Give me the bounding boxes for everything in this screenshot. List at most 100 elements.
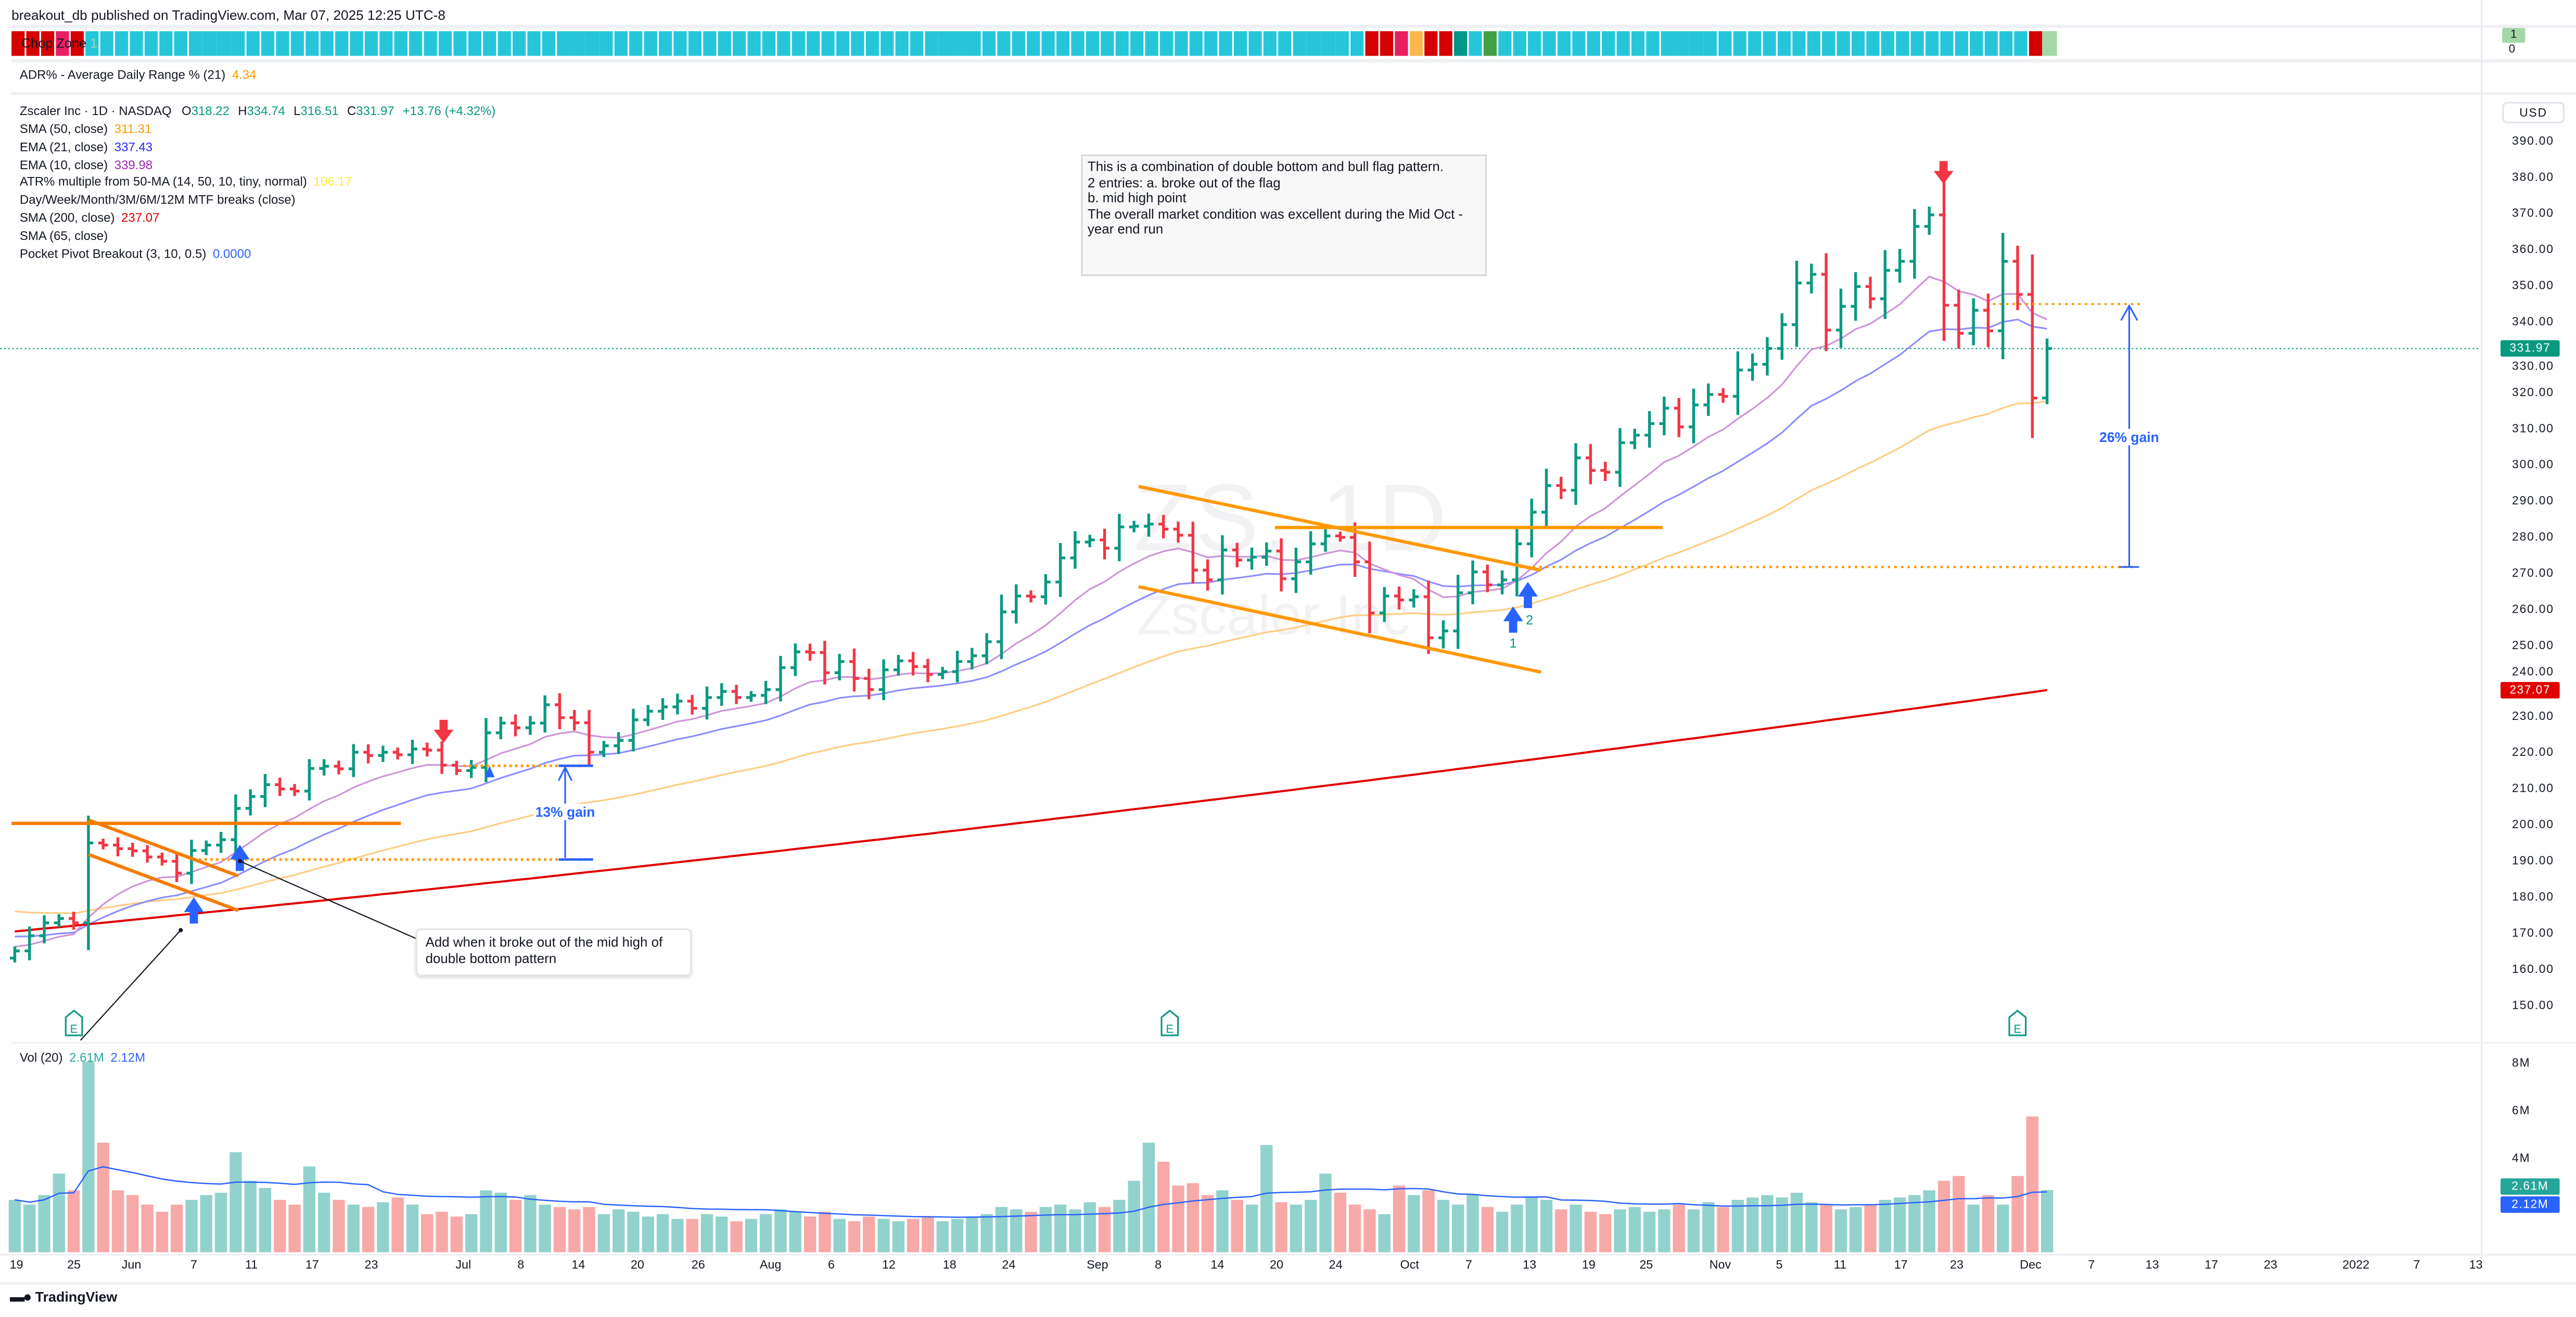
indicator-legend-item[interactable]: EMA (21, close) 337.43 [20, 140, 152, 154]
ohlc-bar[interactable] [113, 837, 123, 857]
ohlc-bar[interactable] [1895, 249, 1905, 283]
ohlc-bar[interactable] [540, 695, 550, 733]
indicator-legend-item[interactable]: SMA (200, close) 237.07 [20, 210, 160, 225]
ohlc-bar[interactable] [1203, 559, 1213, 591]
ohlc-bar[interactable] [1423, 580, 1434, 654]
ohlc-bar[interactable] [731, 685, 742, 704]
ohlc-bar[interactable] [1954, 289, 1964, 349]
ohlc-bar[interactable] [1615, 428, 1625, 487]
ohlc-bar[interactable] [658, 698, 668, 720]
ohlc-bar[interactable] [1806, 263, 1817, 294]
ohlc-bar[interactable] [319, 759, 329, 776]
ohlc-bar[interactable] [1217, 535, 1228, 595]
ohlc-bar[interactable] [1188, 522, 1198, 584]
ohlc-bar[interactable] [1291, 548, 1301, 593]
ohlc-bar[interactable] [1512, 527, 1522, 597]
ohlc-bar[interactable] [422, 742, 432, 757]
ohlc-bar[interactable] [24, 926, 35, 960]
ohlc-bar[interactable] [1497, 570, 1508, 594]
ohlc-bar[interactable] [923, 658, 933, 682]
ohlc-bar[interactable] [1055, 543, 1066, 597]
ohlc-bar[interactable] [790, 643, 800, 676]
ohlc-bar[interactable] [1851, 272, 1861, 321]
ohlc-bar[interactable] [1821, 253, 1831, 351]
ohlc-bar[interactable] [849, 648, 859, 692]
ohlc-bar[interactable] [378, 745, 388, 762]
ohlc-bar[interactable] [289, 784, 300, 796]
ohlc-bar[interactable] [1659, 396, 1669, 436]
ohlc-bar[interactable] [142, 845, 152, 863]
ohlc-bar[interactable] [1762, 337, 1772, 376]
earnings-icon[interactable]: E [65, 1009, 83, 1036]
ohlc-bar[interactable] [805, 643, 815, 661]
ohlc-bar[interactable] [1026, 590, 1036, 603]
indicator-legend-item[interactable]: ATR% multiple from 50-MA (14, 50, 10, ti… [20, 175, 352, 189]
indicator-legend-item[interactable]: EMA (10, close) 339.98 [20, 157, 152, 172]
ohlc-bar[interactable] [495, 716, 506, 740]
ohlc-bar[interactable] [598, 741, 609, 757]
ohlc-bar[interactable] [1040, 574, 1051, 605]
ohlc-bar[interactable] [878, 659, 889, 701]
flag2-lower-line[interactable] [1138, 585, 1541, 674]
ohlc-bar[interactable] [761, 681, 771, 704]
ohlc-bar[interactable] [1924, 206, 1934, 235]
volume-legend[interactable]: Vol (20) 2.61M 2.12M [20, 1050, 145, 1065]
ohlc-bar[interactable] [1748, 353, 1758, 381]
ohlc-bar[interactable] [717, 683, 727, 706]
ohlc-bar[interactable] [1732, 351, 1743, 415]
ohlc-bar[interactable] [1600, 461, 1611, 481]
earnings-icon[interactable]: E [1161, 1009, 1179, 1036]
ohlc-bar[interactable] [1173, 521, 1183, 543]
ohlc-bar[interactable] [1983, 294, 1993, 348]
ohlc-bar[interactable] [437, 741, 447, 774]
ohlc-bar[interactable] [1865, 276, 1876, 309]
indicator-legend-item[interactable]: Pocket Pivot Breakout (3, 10, 0.5) 0.0000 [20, 246, 251, 260]
ohlc-bar[interactable] [746, 691, 756, 702]
ohlc-bar[interactable] [407, 740, 417, 764]
ohlc-bar[interactable] [687, 694, 697, 715]
ohlc-bar[interactable] [967, 648, 977, 669]
pane-divider[interactable] [11, 1042, 2576, 1044]
ohlc-bar[interactable] [2027, 254, 2037, 438]
ohlc-bar[interactable] [1880, 250, 1890, 319]
ohlc-bar[interactable] [1629, 428, 1640, 449]
ohlc-bar[interactable] [1129, 521, 1139, 533]
ohlc-bar[interactable] [392, 747, 403, 760]
ohlc-bar[interactable] [186, 840, 197, 884]
ohlc-bar[interactable] [157, 852, 167, 866]
ohlc-bar[interactable] [1261, 542, 1272, 566]
ohlc-bar[interactable] [216, 832, 226, 853]
ohlc-bar[interactable] [83, 815, 94, 951]
ohlc-bar[interactable] [1085, 535, 1095, 548]
ohlc-bar[interactable] [260, 774, 270, 807]
ohlc-bar[interactable] [1909, 209, 1920, 279]
ohlc-bar[interactable] [1968, 298, 1979, 346]
ohlc-bar[interactable] [614, 732, 624, 754]
ohlc-bar[interactable] [1718, 388, 1728, 403]
ohlc-bar[interactable] [672, 693, 683, 715]
ohlc-bar[interactable] [820, 640, 830, 685]
ohlc-bar[interactable] [304, 759, 314, 801]
ohlc-bar[interactable] [54, 914, 64, 928]
ohlc-bar[interactable] [1571, 443, 1581, 505]
ohlc-bar[interactable] [245, 789, 256, 816]
ohlc-bar[interactable] [1482, 564, 1493, 592]
ohlc-bar[interactable] [1835, 288, 1846, 348]
ohlc-bar[interactable] [702, 686, 712, 720]
ohlc-bar[interactable] [1394, 586, 1404, 610]
indicator-legend-item[interactable]: SMA (65, close) [20, 228, 114, 243]
indicator-legend-item[interactable]: SMA (50, close) 311.31 [20, 122, 151, 136]
ohlc-bar[interactable] [481, 718, 491, 782]
ohlc-bar[interactable] [1011, 584, 1022, 624]
ohlc-bar[interactable] [1688, 388, 1699, 444]
ohlc-bar[interactable] [554, 693, 565, 729]
ohlc-bar[interactable] [1468, 560, 1478, 604]
ohlc-bar[interactable] [39, 915, 49, 944]
ohlc-bar[interactable] [1438, 620, 1448, 649]
ohlc-bar[interactable] [1792, 260, 1802, 347]
ohlc-bar[interactable] [584, 710, 594, 765]
ohlc-bar[interactable] [643, 705, 653, 726]
chop-zone-pane[interactable] [11, 31, 2065, 55]
ohlc-bar[interactable] [1409, 589, 1419, 608]
ohlc-bar[interactable] [981, 633, 992, 665]
